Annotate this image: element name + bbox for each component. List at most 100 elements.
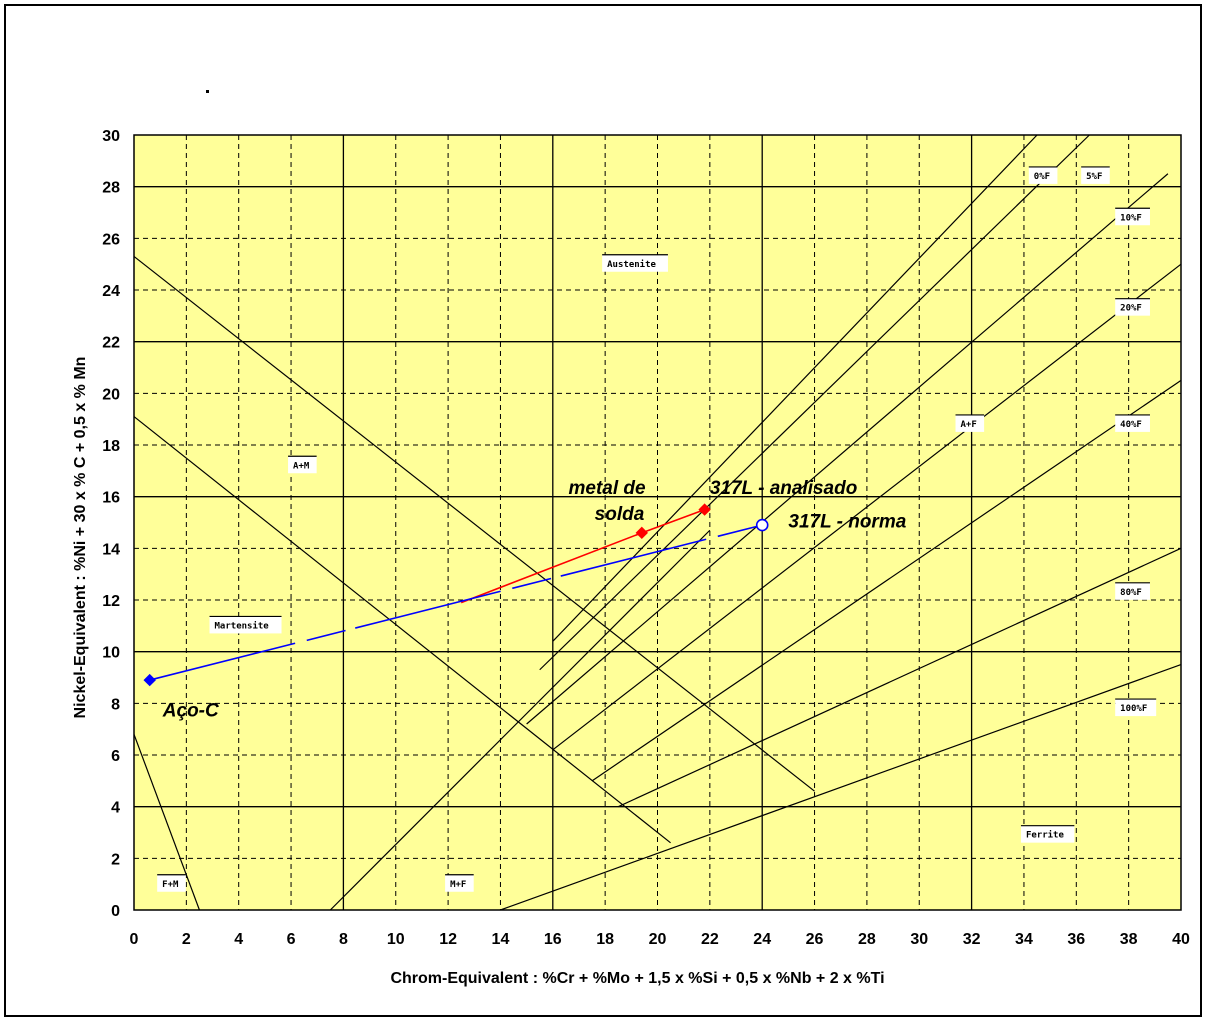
ferrite-label-10-f: 10%F — [1115, 207, 1150, 226]
point-metal-de-solda — [635, 526, 649, 540]
ferrite-label-100-f-text: 100%F — [1120, 704, 1147, 714]
y-tick-18: 18 — [102, 438, 120, 455]
ferrite-label-80-f: 80%F — [1115, 582, 1150, 600]
x-tick-40: 40 — [1172, 931, 1190, 948]
ferrite-label-10-f-text: 10%F — [1120, 213, 1142, 223]
y-axis-title: Nickel-Equivalent : %Ni + 30 x % C + 0,5… — [72, 357, 89, 719]
x-tick-34: 34 — [1015, 931, 1033, 948]
ferrite-label-20-f-box — [1115, 298, 1150, 316]
grid — [134, 135, 1181, 910]
axis-ticks: 0 2 4 6 8 10 12 14 16 18 20 22 24 26 28 30 32 34 36 38 40024… — [102, 128, 1190, 948]
x-tick-32: 32 — [963, 931, 981, 948]
y-tick-12: 12 — [102, 593, 120, 610]
point-317l-analisado — [698, 503, 711, 516]
ferrite-label-5-f: 5%F — [1081, 166, 1110, 184]
x-tick-6: 6 — [287, 931, 296, 948]
region-labels: Austenite A+M A+F Martensite Ferrite F+M M+F 0%… — [157, 166, 1157, 892]
ferrite-label-80-f-box — [1115, 582, 1150, 600]
y-tick-16: 16 — [102, 490, 120, 507]
x-tick-2: 2 — [182, 931, 191, 948]
ferrite-label-20-f: 20%F — [1115, 298, 1150, 316]
region-label-m-f-box — [445, 874, 474, 892]
x-tick-4: 4 — [234, 931, 243, 948]
region-label-martensite-box — [209, 616, 282, 634]
ferrite-label-40-f: 40%F — [1115, 414, 1150, 432]
y-tick-14: 14 — [102, 541, 120, 558]
region-label-a-m: A+M — [288, 455, 317, 474]
annotation-317l-analisado: 317L - analisado — [710, 478, 858, 499]
x-tick-22: 22 — [701, 931, 719, 948]
region-label-m-f-text: M+F — [450, 880, 466, 890]
series-line-2 — [149, 524, 763, 681]
x-tick-0: 0 — [130, 931, 139, 948]
region-label-a-f-text: A+F — [961, 420, 977, 430]
region-label-a-m-text: A+M — [293, 461, 310, 471]
y-tick-30: 30 — [102, 128, 120, 145]
annotation-metal-de: metal de — [569, 478, 647, 499]
y-tick-28: 28 — [102, 180, 120, 197]
ferrite-label-0-f-box — [1028, 166, 1058, 184]
x-tick-26: 26 — [806, 931, 824, 948]
ferrite-line-10-f — [526, 173, 1169, 725]
x-tick-28: 28 — [858, 931, 876, 948]
y-tick-22: 22 — [102, 335, 120, 352]
boundary-line-1 — [133, 255, 815, 792]
x-tick-20: 20 — [649, 931, 667, 948]
region-label-austenite-box — [602, 254, 668, 272]
ferrite-line-40-f — [591, 379, 1182, 782]
y-tick-10: 10 — [102, 645, 120, 662]
x-tick-38: 38 — [1120, 931, 1138, 948]
stray-dot — [206, 90, 209, 93]
y-tick-20: 20 — [102, 386, 120, 403]
region-label-austenite: Austenite — [602, 254, 668, 272]
x-tick-30: 30 — [910, 931, 928, 948]
region-label-f-m-box — [157, 874, 186, 892]
ferrite-label-100-f: 100%F — [1115, 698, 1157, 717]
boundary-line-3 — [133, 734, 200, 911]
y-tick-26: 26 — [102, 231, 120, 248]
ferrite-label-40-f-box — [1115, 414, 1150, 432]
region-label-a-f-box — [955, 414, 985, 432]
ferrite-label-0-f: 0%F — [1028, 166, 1058, 184]
ferrite-line-80-f — [617, 547, 1182, 808]
y-tick-6: 6 — [111, 748, 120, 765]
region-label-m-f: M+F — [445, 874, 474, 892]
boundary-line-2 — [133, 416, 671, 844]
y-tick-2: 2 — [111, 851, 120, 868]
region-label-a-f: A+F — [955, 414, 985, 432]
region-label-f-m: F+M — [157, 874, 186, 892]
x-tick-36: 36 — [1067, 931, 1085, 948]
y-tick-0: 0 — [111, 903, 120, 920]
x-tick-8: 8 — [339, 931, 348, 948]
y-tick-24: 24 — [102, 283, 120, 300]
data-series: metal de solda 317L - analisado 317L - norm… — [143, 478, 907, 721]
region-label-a-m-box — [288, 456, 317, 474]
x-tick-18: 18 — [596, 931, 614, 948]
ferrite-line-5-f — [539, 134, 1090, 671]
annotation-solda: solda — [595, 504, 645, 525]
x-tick-12: 12 — [439, 931, 457, 948]
ferrite-label-20-f-text: 20%F — [1120, 304, 1142, 314]
ferrite-label-80-f-text: 80%F — [1120, 588, 1142, 598]
boundary-line-4 — [329, 529, 711, 911]
x-axis-title: Chrom-Equivalent : %Cr + %Mo + 1,5 x %Si… — [390, 970, 884, 987]
y-tick-8: 8 — [111, 696, 120, 713]
ferrite-line-20-f — [552, 263, 1182, 751]
x-tick-24: 24 — [753, 931, 771, 948]
point-a-o-c — [143, 673, 156, 687]
ferrite-label-10-f-box — [1115, 208, 1150, 226]
point-317l-norma — [755, 518, 769, 532]
region-label-f-m-text: F+M — [162, 880, 179, 890]
y-tick-4: 4 — [111, 800, 120, 817]
annotation-317l-norma: 317L - norma — [788, 512, 906, 533]
ferrite-label-5-f-text: 5%F — [1086, 172, 1102, 182]
x-tick-16: 16 — [544, 931, 562, 948]
x-tick-10: 10 — [387, 931, 405, 948]
region-label-ferrite: Ferrite — [1020, 825, 1075, 843]
ferrite-label-40-f-text: 40%F — [1120, 420, 1142, 430]
region-label-austenite-text: Austenite — [607, 259, 656, 270]
annotation-a-o-c: Aço-C — [162, 700, 219, 721]
region-label-martensite-text: Martensite — [215, 620, 270, 631]
x-tick-14: 14 — [492, 931, 510, 948]
